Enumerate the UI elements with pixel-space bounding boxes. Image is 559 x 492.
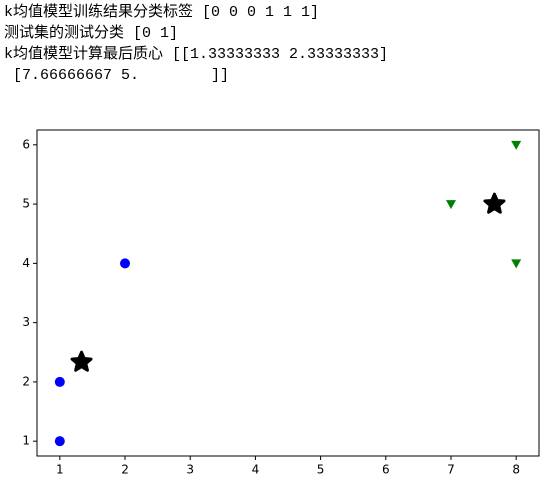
point <box>120 258 131 269</box>
output-line: 测试集的测试分类 [0 1] <box>4 25 179 42</box>
x-tick-label: 3 <box>186 463 194 477</box>
point <box>511 140 522 150</box>
y-tick-label: 3 <box>22 315 30 329</box>
x-tick-label: 5 <box>317 463 325 477</box>
y-tick-label: 2 <box>22 374 30 388</box>
x-tick-label: 2 <box>121 463 129 477</box>
x-tick-label: 7 <box>447 463 455 477</box>
output-line: k均值模型训练结果分类标签 [0 0 0 1 1 1] <box>4 4 320 21</box>
x-tick-label: 4 <box>252 463 260 477</box>
point <box>445 200 456 210</box>
centroid <box>483 192 506 214</box>
y-tick-label: 1 <box>22 434 30 448</box>
y-tick-label: 5 <box>22 197 30 211</box>
x-tick-label: 6 <box>382 463 390 477</box>
point <box>54 436 65 447</box>
point <box>511 259 522 269</box>
y-tick-label: 6 <box>22 137 30 151</box>
point <box>54 376 65 387</box>
output-line: [7.66666667 5. ]] <box>4 67 230 84</box>
centroid <box>70 350 93 372</box>
plot-frame <box>36 129 540 457</box>
output-line: k均值模型计算最后质心 [[1.33333333 2.33333333] <box>4 46 389 63</box>
x-tick-label: 1 <box>56 463 64 477</box>
cell-output: k均值模型训练结果分类标签 [0 0 0 1 1 1] 测试集的测试分类 [0 1… <box>4 2 388 86</box>
y-tick-label: 4 <box>22 256 30 270</box>
x-tick-label: 8 <box>512 463 520 477</box>
